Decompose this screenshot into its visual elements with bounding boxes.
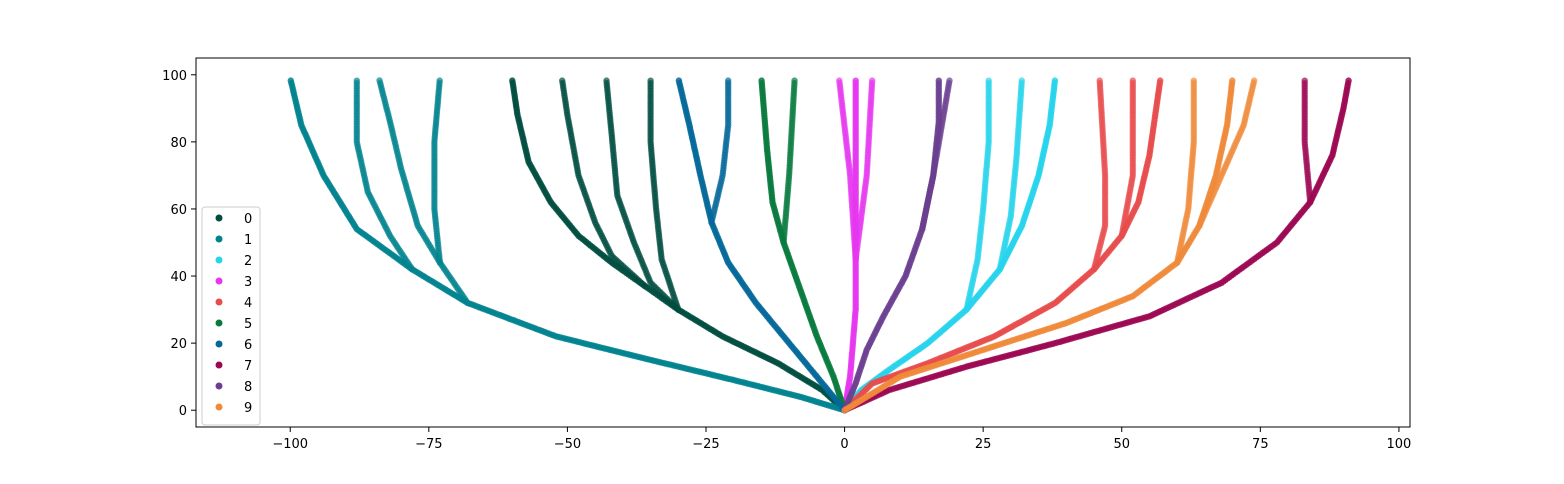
x-tick-label: 0 (840, 437, 848, 452)
x-tick-label: −75 (415, 437, 442, 452)
x-tick-label: −25 (692, 437, 719, 452)
legend-marker (215, 361, 223, 369)
x-tick-label: 100 (1386, 437, 1411, 452)
data-point (869, 77, 876, 84)
data-point (791, 77, 798, 84)
data-point (603, 77, 610, 84)
y-tick-label: 80 (170, 136, 187, 151)
series-5 (758, 77, 848, 414)
data-point (436, 77, 443, 84)
legend-label: 3 (244, 275, 252, 290)
legend-label: 1 (244, 233, 252, 248)
legend-marker (215, 403, 223, 411)
series-8 (841, 77, 953, 414)
data-point (946, 77, 953, 84)
data-point (1157, 77, 1164, 84)
x-tick-label: −100 (272, 437, 308, 452)
y-tick-label: 40 (170, 270, 187, 285)
series-4 (841, 77, 1164, 414)
y-tick-label: 20 (170, 337, 187, 352)
data-point (836, 77, 843, 84)
legend-label: 7 (244, 359, 252, 374)
data-point (1251, 77, 1258, 84)
data-point (935, 77, 942, 84)
legend-marker (215, 340, 223, 348)
data-point (1190, 77, 1198, 84)
data-point (376, 77, 383, 84)
data-point (559, 77, 566, 84)
data-point (1018, 77, 1025, 84)
data-marks (287, 77, 1352, 414)
legend-marker (215, 214, 223, 222)
legend-marker (215, 382, 223, 390)
data-point (985, 77, 992, 84)
legend-label: 8 (244, 380, 252, 395)
y-tick-label: 100 (162, 69, 187, 84)
data-point (1051, 77, 1059, 84)
legend-label: 5 (244, 317, 252, 332)
x-tick-label: 50 (1113, 437, 1130, 452)
legend-label: 9 (244, 401, 252, 416)
data-point (1345, 77, 1352, 84)
plot-frame (195, 57, 1411, 428)
y-axis: 0 20 40 60 80 100 (162, 69, 196, 419)
series-3 (836, 77, 876, 414)
legend-marker (215, 277, 223, 285)
series-7 (841, 77, 1352, 414)
series-6 (675, 77, 848, 414)
x-tick-label: −50 (554, 437, 581, 452)
x-tick-label: 25 (975, 437, 992, 452)
legend-label: 6 (244, 338, 252, 353)
series-9 (841, 77, 1258, 414)
legend-label: 4 (244, 296, 252, 311)
data-point (1301, 77, 1308, 84)
data-point (509, 77, 516, 84)
data-point (1129, 77, 1137, 84)
y-tick-label: 0 (179, 404, 187, 419)
legend-marker (215, 298, 223, 306)
y-tick-label: 60 (170, 203, 187, 218)
data-point (353, 77, 360, 84)
series-0 (509, 77, 848, 414)
legend-marker (215, 256, 223, 264)
data-point (287, 77, 294, 84)
data-point (647, 77, 654, 84)
series-1 (287, 77, 848, 414)
legend-marker (215, 235, 223, 243)
legend-label: 2 (244, 254, 252, 269)
data-point (675, 77, 683, 84)
data-point (852, 77, 859, 84)
legend-label: 0 (244, 212, 252, 227)
series-2 (841, 77, 1059, 414)
data-point (1229, 77, 1236, 84)
x-axis: −100 −75 −50 −25 0 25 50 75 100 (272, 427, 1411, 452)
data-point (758, 77, 765, 84)
legend: 0 1 2 3 4 5 6 7 8 9 (201, 206, 261, 426)
legend-marker (215, 319, 223, 327)
data-point (725, 77, 732, 84)
data-point (1096, 77, 1103, 84)
x-tick-label: 75 (1252, 437, 1269, 452)
